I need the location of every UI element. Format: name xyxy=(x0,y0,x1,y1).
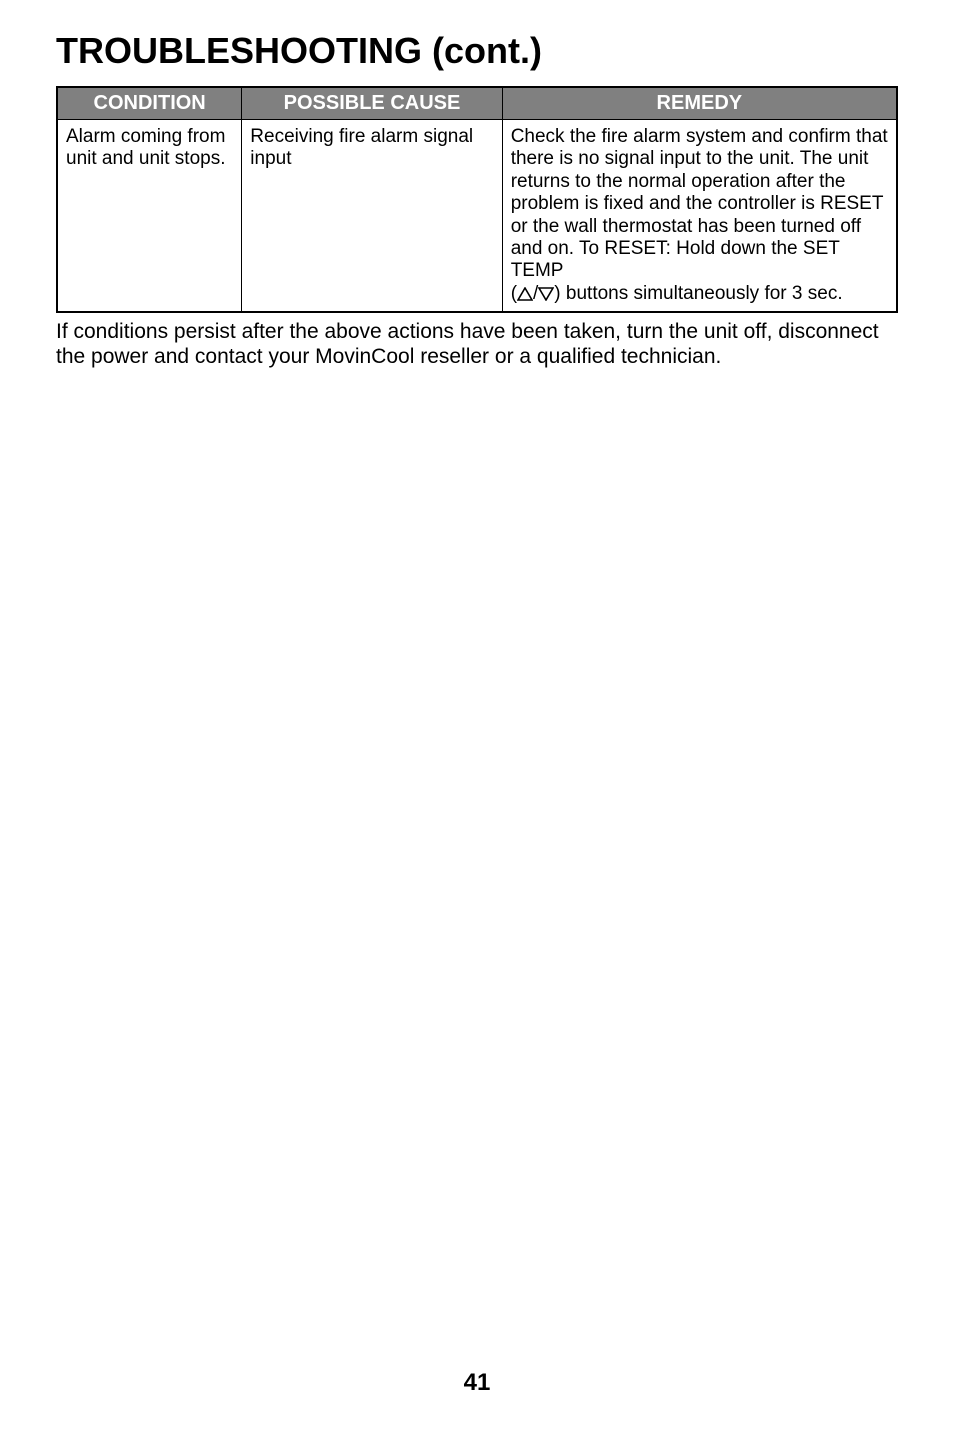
cell-possible-cause: Receiving fire alarm signal input xyxy=(242,120,502,313)
cell-remedy: Check the fire alarm system and confirm … xyxy=(502,120,897,313)
header-remedy: REMEDY xyxy=(502,87,897,120)
troubleshooting-table: CONDITION POSSIBLE CAUSE REMEDY Alarm co… xyxy=(56,86,898,313)
page-number: 41 xyxy=(0,1369,954,1397)
page-title: TROUBLESHOOTING (cont.) xyxy=(56,30,898,72)
footnote-text: If conditions persist after the above ac… xyxy=(56,319,898,369)
header-possible-cause: POSSIBLE CAUSE xyxy=(242,87,502,120)
remedy-text-part1: Check the fire alarm system and confirm … xyxy=(511,126,888,281)
remedy-text-part2: ) buttons simultaneously for 3 sec. xyxy=(554,283,842,304)
table-header-row: CONDITION POSSIBLE CAUSE REMEDY xyxy=(57,87,897,120)
cell-condition: Alarm coming from unit and unit stops. xyxy=(57,120,242,313)
table-row: Alarm coming from unit and unit stops. R… xyxy=(57,120,897,313)
triangle-down-icon xyxy=(538,287,554,301)
header-condition: CONDITION xyxy=(57,87,242,120)
triangle-up-icon xyxy=(517,287,533,301)
